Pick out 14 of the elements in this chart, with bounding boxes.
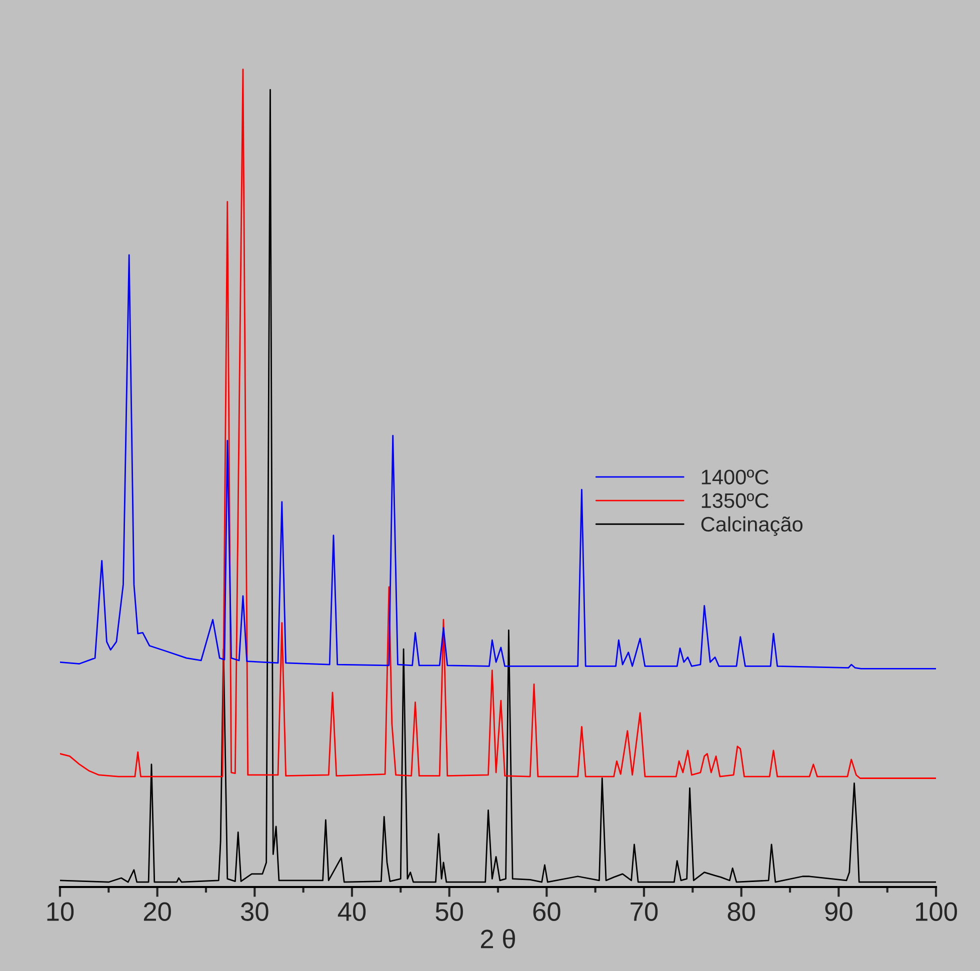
legend-label: Calcinação	[701, 516, 802, 536]
x-tick-label: 100	[916, 902, 957, 921]
legend-label: 1350ºC	[702, 493, 769, 508]
legend-label: 1400ºC	[702, 470, 769, 484]
x-tick-label: 10	[47, 902, 74, 921]
x-tick-label: 30	[240, 902, 268, 921]
x-tick-label: 50	[436, 902, 463, 921]
x-tick-label: 90	[825, 902, 852, 921]
x-tick-label: 40	[338, 902, 366, 921]
x-tick-label: 20	[144, 902, 171, 921]
x-tick-label: 60	[533, 902, 560, 921]
x-tick-label: 70	[630, 902, 658, 921]
x-tick-label: 80	[728, 902, 755, 921]
x-axis-title: 2 θ	[480, 928, 515, 948]
